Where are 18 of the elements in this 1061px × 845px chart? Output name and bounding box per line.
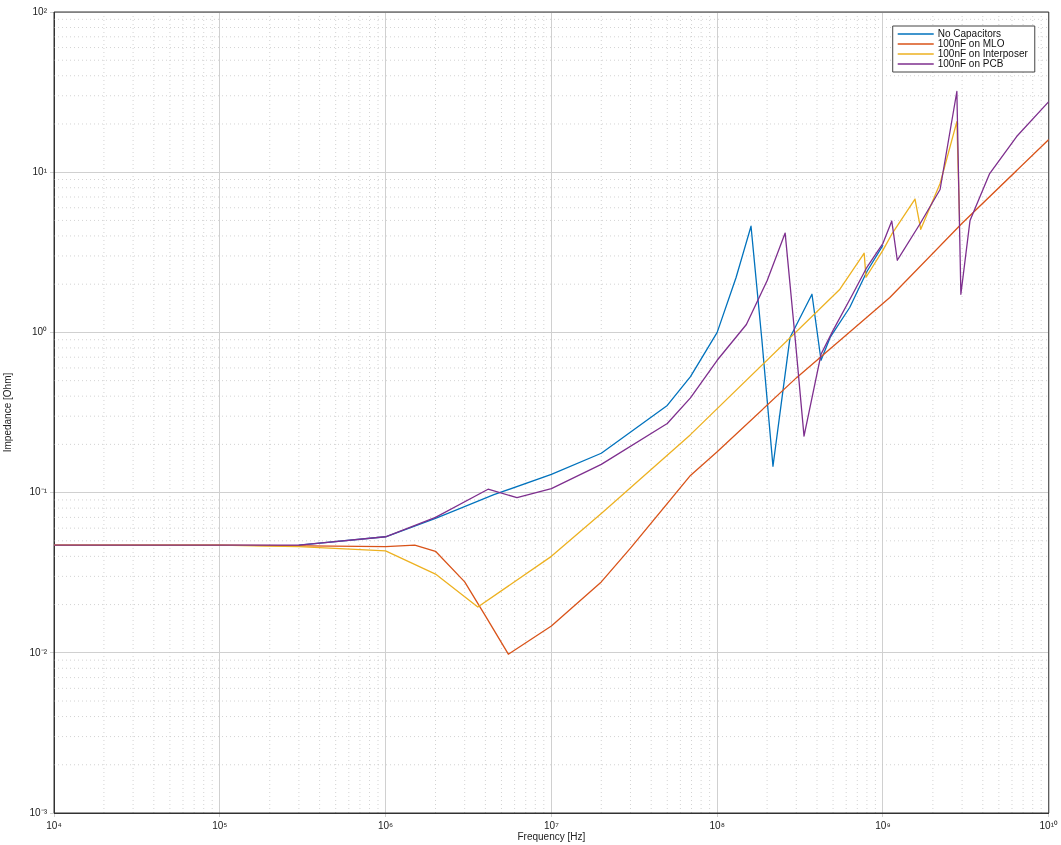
x-axis-title: Frequency [Hz] [517,830,586,842]
x-tick-label: 10¹⁰ [1039,819,1058,831]
y-tick-label: 10⁻³ [29,806,48,818]
y-tick-label: 10⁰ [31,326,47,338]
x-tick-label: 10⁶ [377,819,394,831]
legend-label: No Capacitors [937,27,1002,39]
legend-label: 100nF on Interposer [937,47,1029,59]
y-axis-title: Impedance [Ohm] [1,372,13,453]
x-tick-label: 10⁸ [709,819,725,831]
y-tick-label: 10² [32,5,48,17]
x-tick-label: 10⁵ [212,819,228,831]
y-tick-label: 10¹ [32,165,48,177]
x-tick-label: 10⁴ [46,819,62,831]
x-tick-label: 10⁹ [875,819,891,831]
y-tick-label: 10⁻² [29,646,48,658]
x-tick-label: 10⁷ [544,819,560,831]
legend-label: 100nF on PCB [937,57,1004,69]
y-tick-label: 10⁻¹ [29,486,48,498]
